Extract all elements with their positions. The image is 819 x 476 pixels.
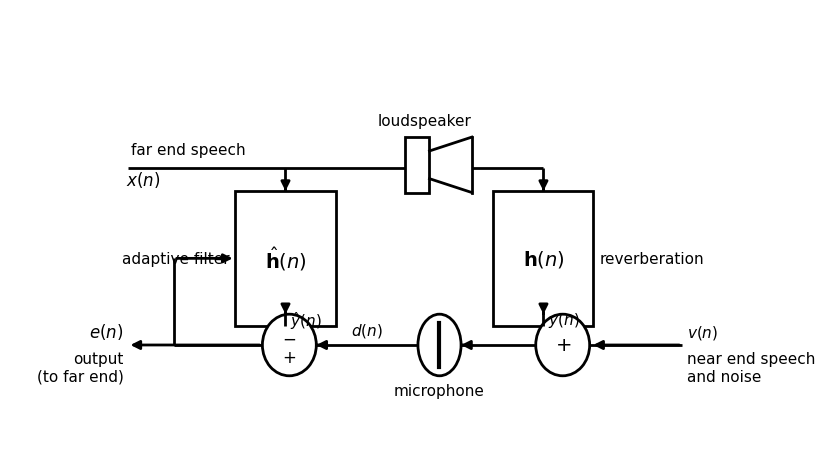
Text: output
(to far end): output (to far end): [37, 351, 124, 384]
Text: $v(n)$: $v(n)$: [686, 324, 717, 341]
Text: $\mathbf{h}(n)$: $\mathbf{h}(n)$: [522, 248, 563, 269]
Text: loudspeaker: loudspeaker: [378, 114, 471, 129]
Text: near end speech
and noise: near end speech and noise: [686, 351, 814, 384]
Text: $+$: $+$: [282, 348, 296, 367]
Text: $\hat{\mathbf{h}}(n)$: $\hat{\mathbf{h}}(n)$: [265, 245, 306, 273]
Ellipse shape: [418, 315, 460, 376]
Text: $d(n)$: $d(n)$: [351, 321, 382, 339]
Text: $x(n)$: $x(n)$: [126, 170, 161, 190]
Bar: [493, 191, 593, 326]
Ellipse shape: [262, 315, 316, 376]
Text: $y(n)$: $y(n)$: [547, 311, 579, 330]
Text: far end speech: far end speech: [131, 143, 246, 158]
Text: reverberation: reverberation: [599, 251, 704, 266]
Text: $e(n)$: $e(n)$: [89, 321, 124, 341]
Text: adaptive filter: adaptive filter: [121, 251, 229, 266]
Bar: [235, 191, 335, 326]
Text: $-$: $-$: [282, 328, 296, 347]
Bar: [405, 138, 429, 193]
Text: microphone: microphone: [394, 384, 484, 399]
Ellipse shape: [535, 315, 589, 376]
Text: $\hat{y}(n)$: $\hat{y}(n)$: [290, 309, 321, 331]
Text: $+$: $+$: [554, 336, 570, 355]
